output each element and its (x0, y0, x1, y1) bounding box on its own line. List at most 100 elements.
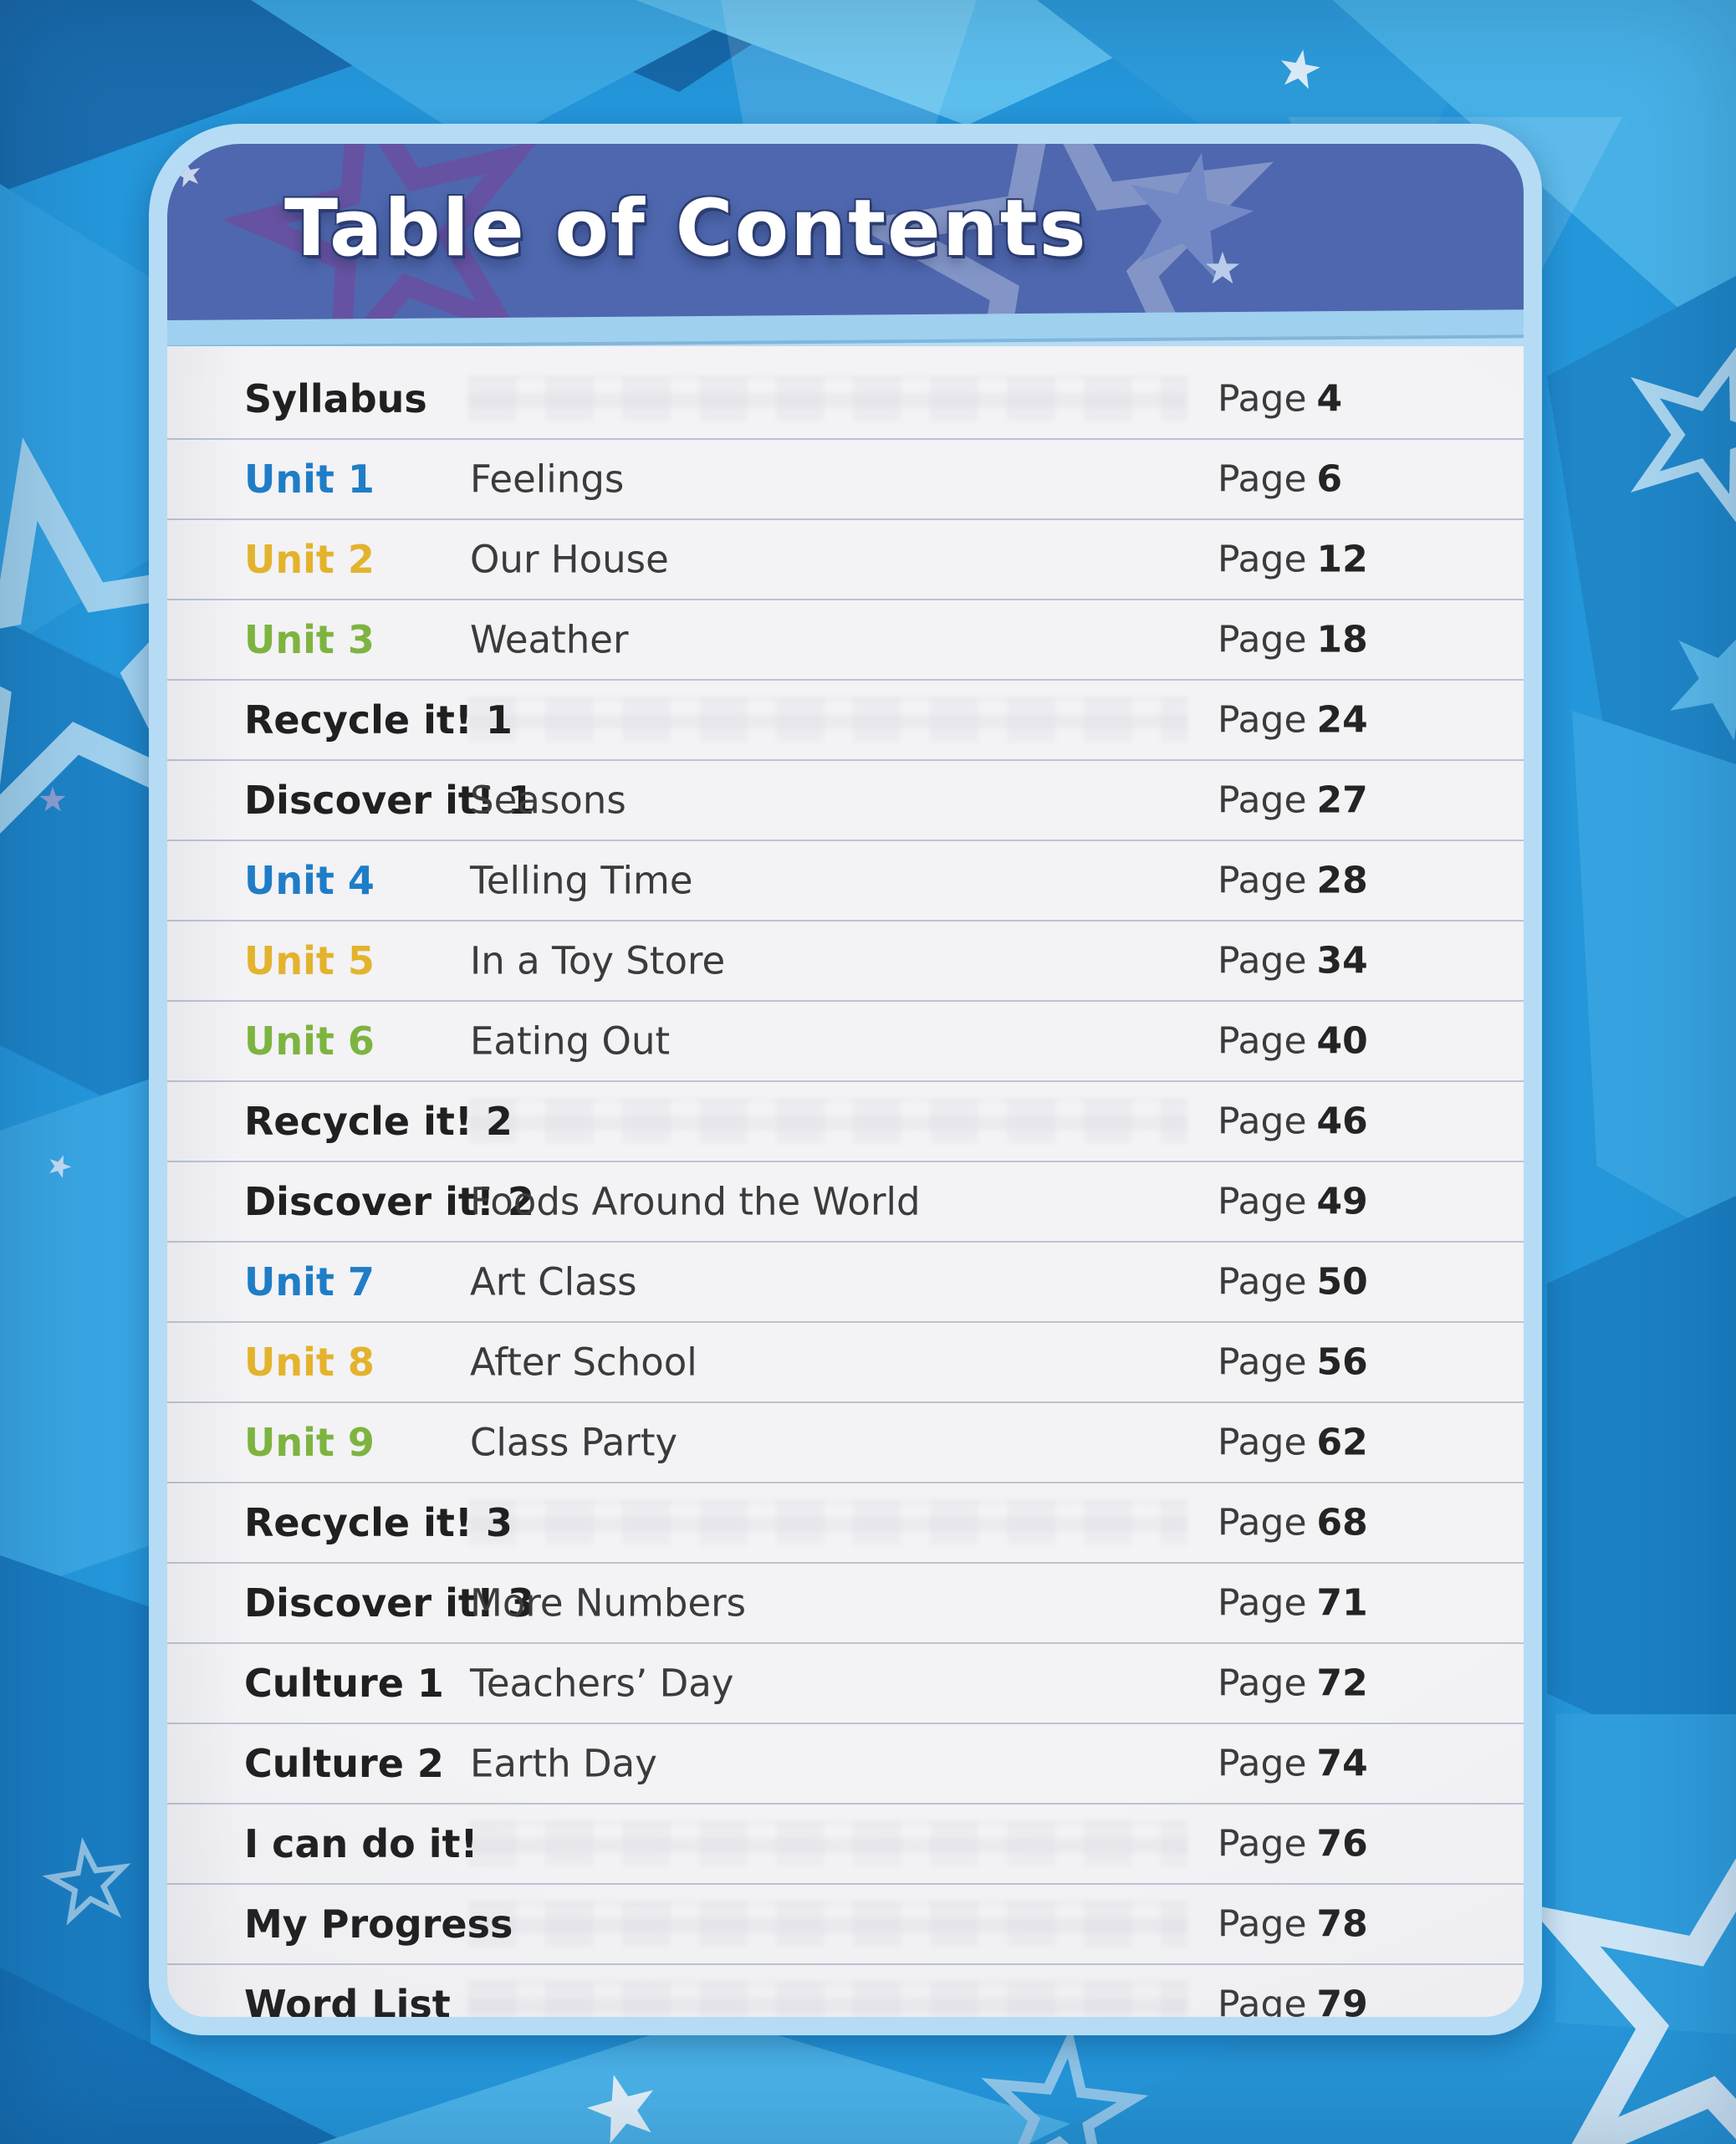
toc-entry-label: Recycle it! 1 (244, 697, 513, 743)
star-icon (43, 1151, 75, 1182)
ghost-text-smudge (468, 697, 1187, 743)
page-number: 46 (1316, 1100, 1368, 1143)
page-number: 28 (1316, 859, 1368, 902)
toc-entry-label: Unit 8 (244, 1340, 375, 1385)
toc-entry-label: Recycle it! 3 (244, 1500, 513, 1545)
toc-entry-topic: Earth Day (470, 1741, 657, 1786)
toc-entry-topic: Eating Out (470, 1018, 671, 1064)
toc-entry-topic: Foods Around the World (470, 1179, 921, 1224)
toc-row: Recycle it! 3 Page 68 (167, 1483, 1524, 1564)
page-word: Page (1218, 1581, 1307, 1625)
toc-entry-topic: Weather (470, 617, 629, 662)
page-word: Page (1218, 1100, 1307, 1143)
toc-entry-page: Page 6 (1218, 458, 1342, 501)
toc-entry-label: Culture 1 (244, 1661, 444, 1706)
page-word: Page (1218, 859, 1307, 902)
star-icon (1204, 251, 1241, 288)
page-word: Page (1218, 1019, 1307, 1063)
toc-row: Unit 6 Eating Out Page 40 (167, 1002, 1524, 1082)
page-word: Page (1218, 1902, 1307, 1946)
page-word: Page (1218, 377, 1307, 421)
toc-list: Syllabus Page 4 Unit 1 Feelings Page 6 Uni… (167, 360, 1524, 2017)
star-icon (38, 786, 67, 814)
ghost-text-smudge (468, 376, 1187, 421)
ghost-text-smudge (468, 1821, 1187, 1866)
toc-entry-page: Page 40 (1218, 1020, 1368, 1063)
page-number: 56 (1316, 1340, 1368, 1384)
toc-row: Unit 9 Class Party Page 62 (167, 1403, 1524, 1483)
star-icon (1274, 45, 1325, 95)
ghost-text-smudge (468, 1099, 1187, 1144)
star-icon (577, 2064, 669, 2144)
toc-row: Unit 1 Feelings Page 6 (167, 440, 1524, 520)
star-icon (1106, 144, 1270, 299)
toc-entry-topic: Our House (470, 537, 669, 582)
toc-entry-page: Page 4 (1218, 378, 1342, 421)
card-body: Syllabus Page 4 Unit 1 Feelings Page 6 Uni… (167, 346, 1524, 2017)
toc-entry-topic: Class Party (470, 1420, 678, 1465)
page-word: Page (1218, 1742, 1307, 1785)
page-number: 6 (1316, 457, 1343, 501)
page-number: 24 (1316, 698, 1368, 742)
toc-row: Unit 8 After School Page 56 (167, 1323, 1524, 1403)
page-number: 68 (1316, 1501, 1368, 1544)
toc-row: Discover it! 3 More Numbers Page 71 (167, 1564, 1524, 1644)
toc-row: Discover it! 1 Seasons Page 27 (167, 761, 1524, 841)
star-icon (1639, 598, 1736, 764)
page-word: Page (1218, 698, 1307, 742)
page-number: 49 (1316, 1180, 1368, 1223)
toc-row: Unit 7 Art Class Page 50 (167, 1243, 1524, 1323)
toc-entry-label: Syllabus (244, 376, 427, 421)
page-number: 62 (1316, 1421, 1368, 1464)
page-word: Page (1218, 939, 1307, 983)
page-word: Page (1218, 1340, 1307, 1384)
toc-entry-label: Discover it! 2 (244, 1179, 534, 1224)
page-word: Page (1218, 1260, 1307, 1304)
toc-entry-page: Page 18 (1218, 619, 1368, 661)
toc-entry-topic: Seasons (470, 778, 626, 823)
toc-entry-page: Page 62 (1218, 1422, 1368, 1464)
toc-entry-page: Page 12 (1218, 539, 1368, 581)
toc-entry-page: Page 28 (1218, 860, 1368, 902)
toc-entry-page: Page 49 (1218, 1181, 1368, 1223)
toc-entry-page: Page 79 (1218, 1983, 1368, 2018)
toc-row: Culture 2 Earth Day Page 74 (167, 1724, 1524, 1805)
star-outline-icon (979, 2025, 1149, 2144)
page-title: Table of Contents (284, 183, 1088, 274)
toc-entry-page: Page 76 (1218, 1823, 1368, 1866)
ghost-text-smudge (468, 1500, 1187, 1545)
page-number: 71 (1316, 1581, 1368, 1625)
toc-entry-page: Page 68 (1218, 1502, 1368, 1544)
toc-entry-label: Word List (244, 1982, 451, 2017)
toc-entry-label: Unit 4 (244, 858, 375, 903)
toc-entry-page: Page 34 (1218, 940, 1368, 983)
page-number: 78 (1316, 1902, 1368, 1946)
page-number: 27 (1316, 778, 1368, 822)
toc-entry-page: Page 24 (1218, 699, 1368, 742)
page-word: Page (1218, 1662, 1307, 1705)
page-word: Page (1218, 1983, 1307, 2018)
card-header: Table of Contents (167, 144, 1524, 321)
toc-row: Discover it! 2 Foods Around the World Pa… (167, 1162, 1524, 1243)
toc-entry-page: Page 71 (1218, 1582, 1368, 1625)
page-word: Page (1218, 1421, 1307, 1464)
star-outline-icon (1605, 329, 1736, 540)
page-word: Page (1218, 618, 1307, 661)
toc-entry-label: My Progress (244, 1902, 513, 1947)
page-number: 34 (1316, 939, 1368, 983)
page-word: Page (1218, 457, 1307, 501)
toc-entry-label: Unit 6 (244, 1018, 375, 1064)
page-word: Page (1218, 1501, 1307, 1544)
toc-entry-label: Discover it! 3 (244, 1580, 534, 1626)
toc-entry-topic: After School (470, 1340, 697, 1385)
contents-card: Table of Contents Syllabus Page 4 Unit 1 … (149, 124, 1542, 2035)
page-number: 40 (1316, 1019, 1368, 1063)
toc-row: My Progress Page 78 (167, 1885, 1524, 1965)
page-number: 76 (1316, 1822, 1368, 1866)
toc-entry-topic: Telling Time (470, 858, 693, 903)
page-number: 74 (1316, 1742, 1368, 1785)
toc-row: Unit 2 Our House Page 12 (167, 520, 1524, 600)
toc-entry-label: Unit 5 (244, 938, 375, 983)
toc-entry-page: Page 72 (1218, 1662, 1368, 1705)
toc-entry-topic: Feelings (470, 457, 625, 502)
